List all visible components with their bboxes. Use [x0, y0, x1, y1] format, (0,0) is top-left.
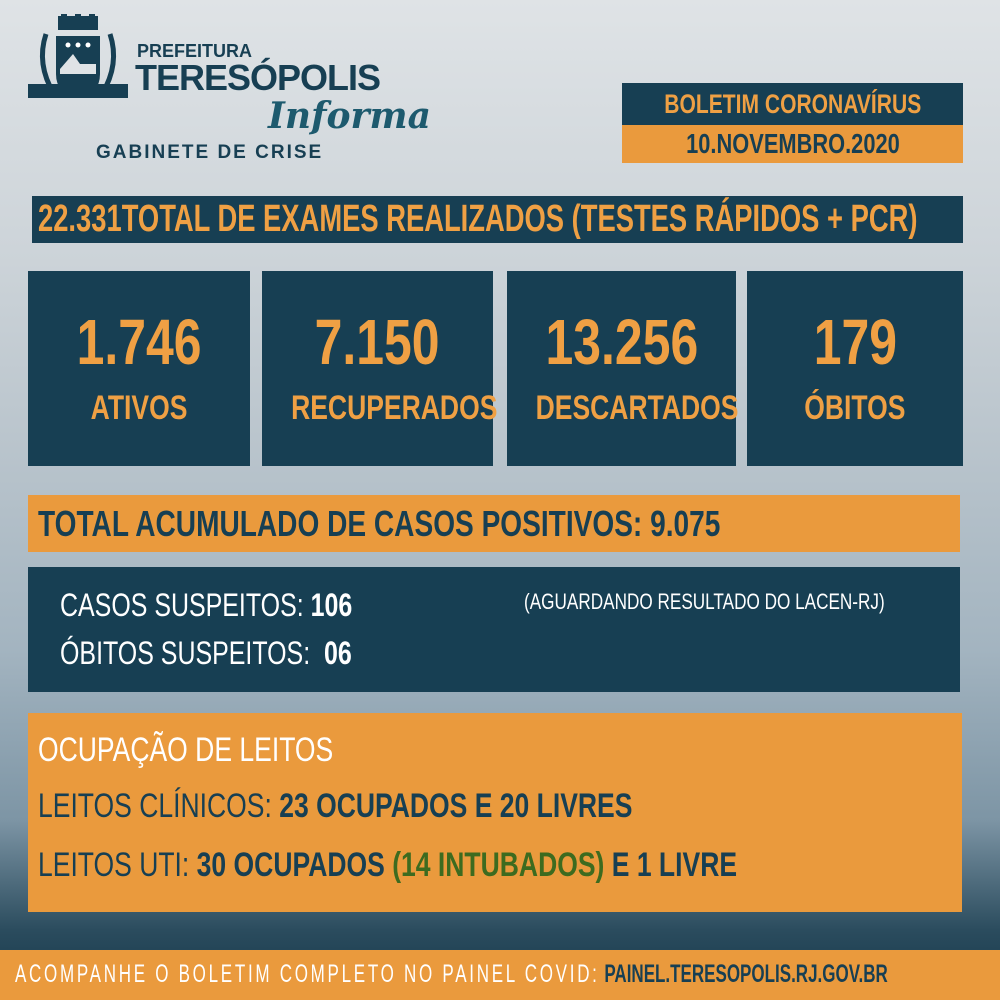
card-value: 7.150	[315, 306, 440, 378]
gabinete-label: GABINETE DE CRISE	[96, 142, 324, 163]
suspects-box: CASOS SUSPEITOS: 106 ÓBITOS SUSPEITOS: 0…	[28, 567, 960, 692]
exams-label: TOTAL DE EXAMES REALIZADOS (TESTES RÁPID…	[121, 198, 918, 240]
footer-bar: ACOMPANHE O BOLETIM COMPLETO NO PAINEL C…	[0, 950, 1000, 1000]
suspect-deaths-label: ÓBITOS SUSPEITOS:	[60, 635, 311, 671]
suspect-deaths-value: 06	[324, 635, 352, 671]
card-label: ÓBITOS	[804, 389, 906, 427]
beds-title: OCUPAÇÃO DE LEITOS	[38, 731, 334, 769]
boletim-date: 10.NOVEMBRO.2020	[622, 125, 963, 163]
beds-box: OCUPAÇÃO DE LEITOS LEITOS CLÍNICOS: 23 O…	[28, 713, 962, 912]
card-ativos: 1.746 ATIVOS	[28, 271, 250, 466]
boletim-title-text: BOLETIM CORONAVÍRUS	[663, 89, 922, 119]
boletim-title: BOLETIM CORONAVÍRUS	[622, 83, 963, 125]
card-value: 1.746	[76, 306, 202, 378]
card-value: 179	[813, 306, 897, 378]
boletim-date-text: 10.NOVEMBRO.2020	[685, 128, 900, 159]
positive-cases-bar: TOTAL ACUMULADO DE CASOS POSITIVOS: 9.07…	[28, 495, 960, 552]
card-value: 13.256	[545, 306, 698, 378]
card-label: RECUPERADOS	[291, 389, 498, 427]
footer-text: ACOMPANHE O BOLETIM COMPLETO NO PAINEL C…	[15, 960, 600, 988]
informa-label: Informa	[268, 95, 431, 137]
icu-occupied: 30 OCUPADOS	[196, 846, 385, 884]
icu-free: E 1 LIVRE	[611, 846, 738, 884]
footer-link[interactable]: PAINEL.TERESOPOLIS.RJ.GOV.BR	[604, 960, 888, 988]
card-obitos: 179 ÓBITOS	[747, 271, 963, 466]
icu-label: LEITOS UTI:	[38, 846, 190, 884]
card-label: DESCARTADOS	[535, 389, 739, 427]
positives-value: 9.075	[650, 503, 721, 544]
total-exams-bar: 22.331TOTAL DE EXAMES REALIZADOS (TESTES…	[32, 196, 963, 243]
city-crest-logo	[28, 14, 128, 114]
city-name: TERESÓPOLIS	[135, 57, 381, 98]
exams-value: 22.331	[38, 198, 122, 240]
suspect-cases-value: 106	[310, 587, 353, 623]
card-label: ATIVOS	[90, 389, 188, 427]
card-recuperados: 7.150 RECUPERADOS	[262, 271, 497, 466]
icu-intubated: (14 INTUBADOS)	[392, 846, 605, 884]
suspect-cases-label: CASOS SUSPEITOS:	[60, 587, 304, 623]
prefeitura-label: PREFEITURA	[137, 41, 253, 61]
positives-label: TOTAL ACUMULADO DE CASOS POSITIVOS:	[38, 503, 643, 544]
lacen-note: (AGUARDANDO RESULTADO DO LACEN-RJ)	[524, 589, 885, 614]
clinical-label: LEITOS CLÍNICOS:	[38, 787, 272, 825]
card-descartados: 13.256 DESCARTADOS	[507, 271, 739, 466]
clinical-value: 23 OCUPADOS E 20 LIVRES	[279, 787, 633, 825]
